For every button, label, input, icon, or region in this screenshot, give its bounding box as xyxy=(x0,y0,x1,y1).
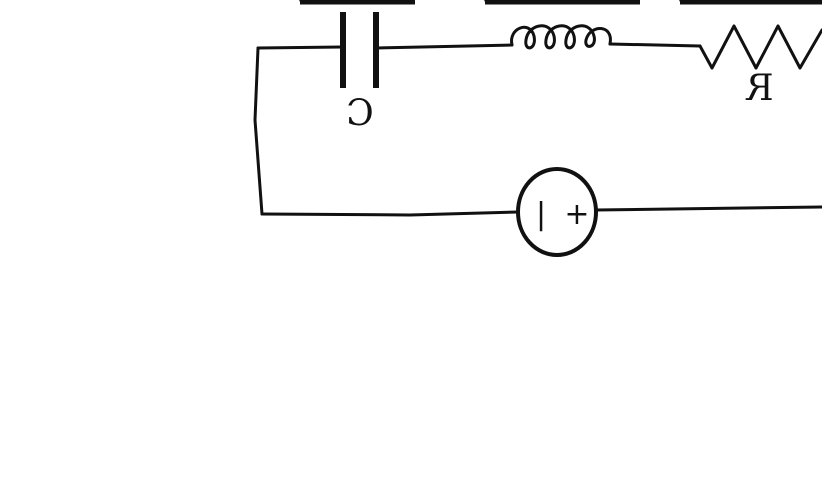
resistor-label: R xyxy=(746,68,774,109)
voltage-source: | + xyxy=(516,167,598,257)
arrow-head-capacitor xyxy=(299,0,311,5)
loop-wires xyxy=(253,42,822,217)
capacitor: C xyxy=(340,12,379,130)
arrow-head-resistor xyxy=(679,0,691,5)
capacitor-label: C xyxy=(346,89,374,130)
wire-bottom-right xyxy=(594,205,822,212)
source-plus-sign: + xyxy=(564,197,589,232)
resistor-zigzag xyxy=(698,24,822,70)
arrow-head-inductor xyxy=(484,0,496,5)
inductor-coil xyxy=(510,24,612,50)
wire-ind-res xyxy=(608,42,702,48)
wire-bottom-left xyxy=(260,210,520,217)
wire-top-left xyxy=(256,45,344,50)
wire-left xyxy=(253,46,264,216)
resistor: R xyxy=(698,24,822,109)
top-arrows xyxy=(299,0,822,5)
source-circle xyxy=(516,167,598,257)
inductor xyxy=(510,24,612,50)
source-minus-sign: | xyxy=(536,197,546,232)
wire-cap-ind xyxy=(374,43,514,50)
